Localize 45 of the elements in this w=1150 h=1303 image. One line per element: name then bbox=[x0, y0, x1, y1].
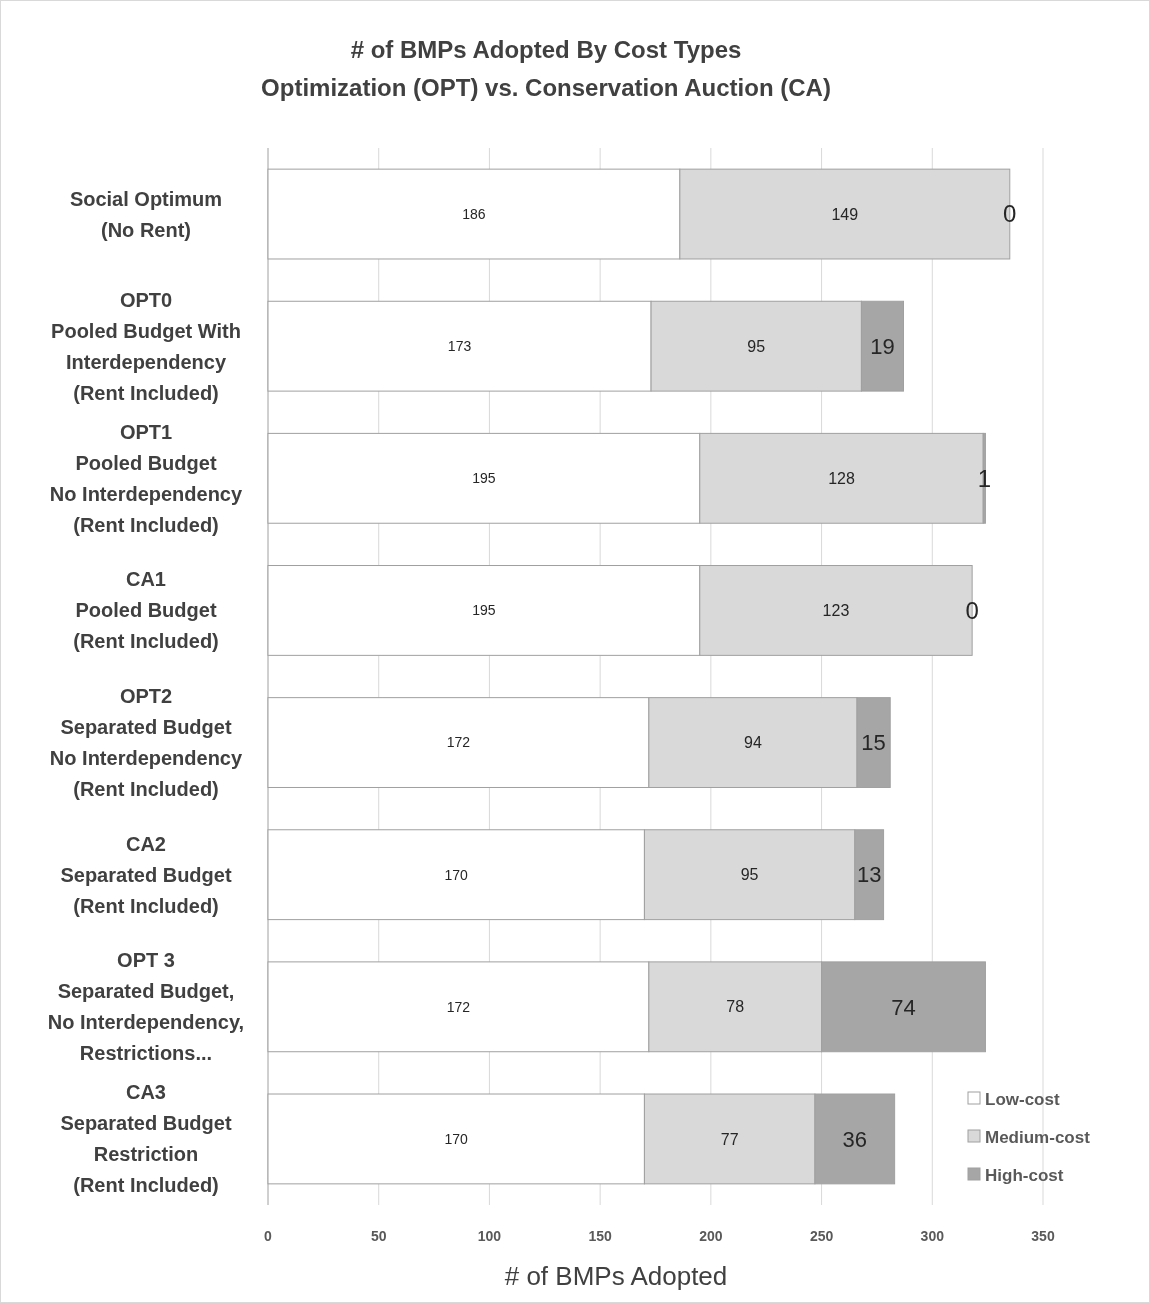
data-label: 173 bbox=[447, 338, 472, 355]
data-label: 95 bbox=[740, 866, 759, 884]
y-tick-label: OPT2 Separated Budget No Interdependency (Rent Included) bbox=[49, 685, 243, 801]
data-label: 195 bbox=[472, 602, 496, 619]
x-tick-label: 250 bbox=[809, 1228, 834, 1244]
data-label: 0 bbox=[965, 596, 979, 624]
data-label: 186 bbox=[462, 205, 486, 222]
x-tick-label: 50 bbox=[370, 1228, 387, 1244]
data-label: 170 bbox=[444, 1130, 469, 1147]
data-label: 77 bbox=[720, 1130, 739, 1148]
data-label: 170 bbox=[444, 866, 469, 883]
x-tick-label: 0 bbox=[264, 1228, 273, 1244]
data-label: 123 bbox=[822, 602, 850, 620]
data-label: 128 bbox=[828, 469, 855, 487]
x-tick-label: 150 bbox=[588, 1228, 613, 1244]
y-tick-label: Social Optimum (No Rent) bbox=[69, 187, 223, 241]
data-label: 0 bbox=[1003, 200, 1017, 228]
data-label: 74 bbox=[891, 994, 916, 1020]
legend-label: High-cost bbox=[985, 1165, 1064, 1185]
data-label: 15 bbox=[861, 730, 886, 756]
data-label: 78 bbox=[726, 998, 745, 1016]
x-axis-title: # of BMPs Adopted bbox=[504, 1261, 728, 1291]
y-tick-label: OPT 3 Separated Budget, No Interdependency, Restrictions... bbox=[47, 949, 245, 1065]
chart-title: # of BMPs Adopted By Cost Types Optimization (OPT) vs. Conservation Auction (CA) bbox=[261, 36, 831, 101]
y-tick-label: CA1 Pooled Budget (Rent Included) bbox=[73, 568, 219, 653]
data-label: 195 bbox=[472, 470, 496, 487]
x-tick-label: 100 bbox=[477, 1228, 502, 1244]
y-tick-label: CA3 Separated Budget Restriction (Rent Included) bbox=[60, 1081, 232, 1197]
data-label: 19 bbox=[870, 333, 895, 359]
data-label: 36 bbox=[842, 1126, 868, 1152]
y-tick-label: OPT0 Pooled Budget With Interdependency (Rent Included) bbox=[51, 288, 241, 404]
legend-label: Low-cost bbox=[985, 1089, 1060, 1109]
data-label: 172 bbox=[446, 734, 471, 751]
data-label: 1 bbox=[977, 464, 991, 492]
x-tick-label: 300 bbox=[920, 1228, 945, 1244]
data-label: 95 bbox=[747, 337, 766, 355]
x-tick-label: 200 bbox=[699, 1228, 723, 1244]
data-label: 149 bbox=[831, 205, 859, 223]
legend-label: Medium-cost bbox=[985, 1127, 1091, 1147]
y-tick-label: OPT1 Pooled Budget No Interdependency (Rent Included) bbox=[49, 420, 243, 536]
data-label: 172 bbox=[446, 998, 471, 1015]
x-tick-label: 350 bbox=[1031, 1228, 1055, 1244]
y-tick-label: CA2 Separated Budget (Rent Included) bbox=[60, 832, 232, 917]
data-label: 13 bbox=[856, 862, 882, 888]
data-label: 94 bbox=[744, 734, 762, 752]
